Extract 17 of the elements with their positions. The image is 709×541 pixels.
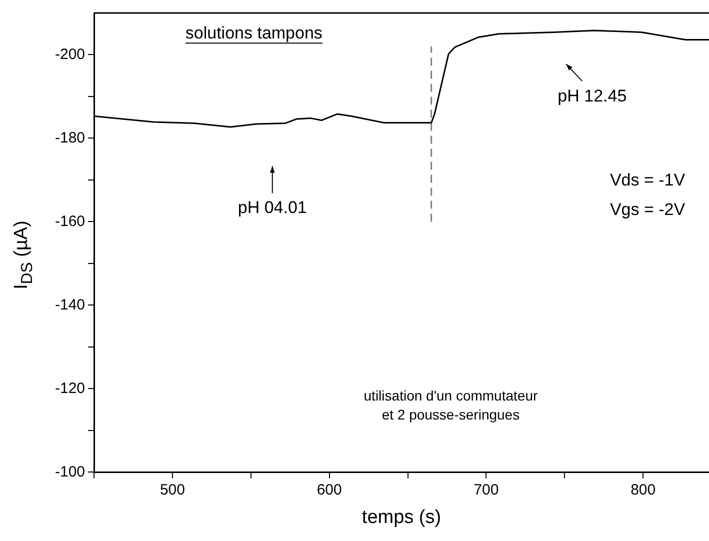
annotation: utilisation d'un commutateur et 2 pousse-seringues — [364, 387, 538, 422]
x-tick-label: 700 — [474, 481, 499, 498]
annotation: Vds = -1V — [610, 170, 686, 190]
y-tick-label: -100 — [54, 463, 86, 480]
x-tick-label: 500 — [160, 481, 185, 498]
y-tick-label: -120 — [54, 380, 86, 397]
x-tick-label: 600 — [316, 481, 342, 498]
y-tick-label: -140 — [54, 296, 86, 314]
x-axis-title: temps (s) — [362, 506, 442, 528]
y-tick-label: -160 — [54, 212, 86, 230]
y-tick-label: -180 — [54, 129, 86, 146]
annotation: pH 12.45 — [558, 86, 627, 106]
x-tick-label: 800 — [630, 481, 656, 498]
annotation: pH 04.01 — [238, 198, 307, 217]
y-tick-label: -200 — [54, 46, 86, 63]
annotation: solutions tampons — [185, 23, 322, 42]
annotation: Vgs = -2V — [610, 200, 686, 220]
